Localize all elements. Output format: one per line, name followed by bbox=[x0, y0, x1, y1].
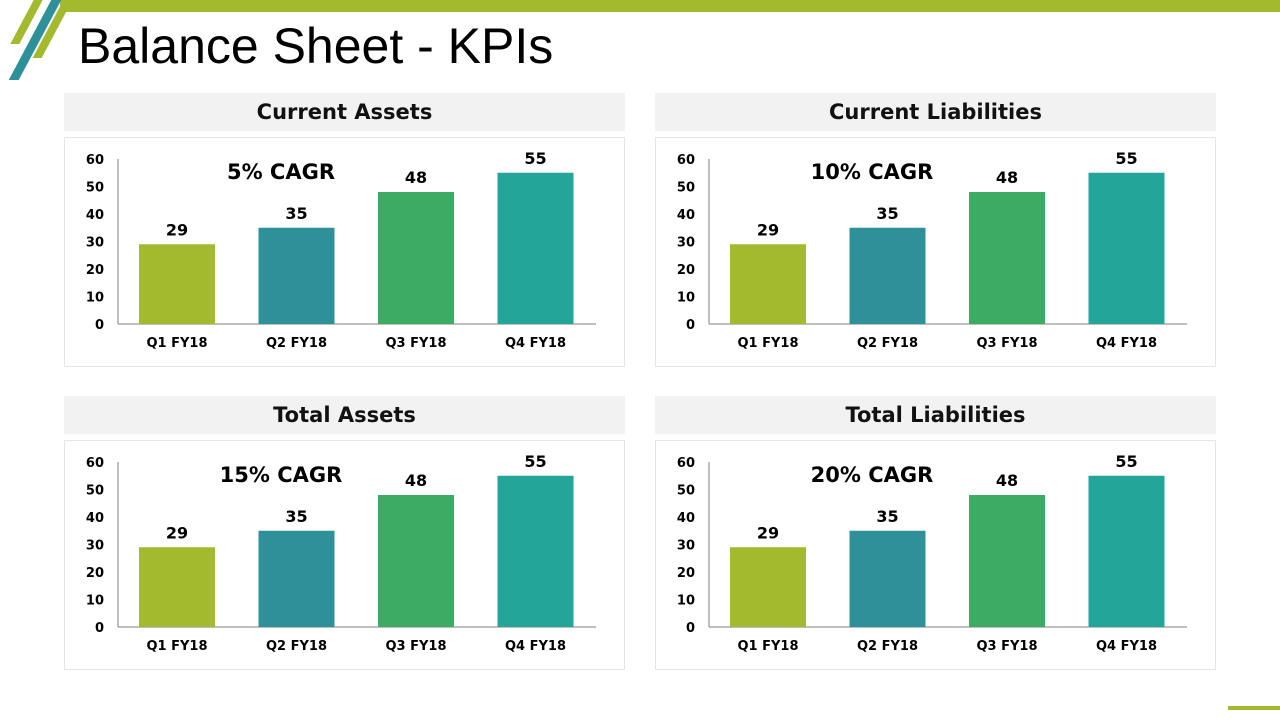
y-tick-label: 10 bbox=[86, 291, 104, 306]
panel-title: Current Liabilities bbox=[655, 93, 1216, 131]
y-tick-label: 40 bbox=[86, 208, 104, 223]
y-tick-label: 10 bbox=[677, 291, 695, 306]
x-tick-label: Q1 FY18 bbox=[737, 639, 798, 654]
y-tick-label: 30 bbox=[677, 236, 695, 251]
bar-chart: 0 10 20 30 40 50 60 29 Q1 FY18 35 Q2 FY18 48 Q3 FY18… bbox=[677, 149, 1187, 351]
chart-panel-total-liabilities: Total Liabilities 0 10 20 30 40 50 60 29 Q1 FY18… bbox=[655, 396, 1218, 673]
x-tick-label: Q4 FY18 bbox=[505, 639, 566, 654]
bar-chart: 0 10 20 30 40 50 60 29 Q1 FY18 35 Q2 FY18 48 Q3 FY18… bbox=[86, 452, 596, 654]
data-label: 55 bbox=[1115, 149, 1137, 168]
bar bbox=[378, 192, 454, 324]
bar bbox=[730, 244, 806, 324]
bar bbox=[258, 530, 335, 627]
x-tick-label: Q2 FY18 bbox=[857, 336, 918, 351]
x-tick-label: Q3 FY18 bbox=[385, 639, 446, 654]
bar bbox=[730, 547, 806, 627]
data-label: 35 bbox=[285, 507, 307, 526]
data-label: 35 bbox=[876, 204, 898, 223]
y-tick-label: 10 bbox=[86, 594, 104, 609]
bar bbox=[378, 495, 454, 627]
data-label: 55 bbox=[1115, 452, 1137, 471]
data-label: 29 bbox=[166, 523, 188, 542]
page-title: Balance Sheet - KPIs bbox=[78, 18, 554, 74]
data-label: 35 bbox=[285, 204, 307, 223]
y-tick-label: 0 bbox=[686, 621, 695, 636]
data-label: 48 bbox=[405, 471, 427, 490]
x-tick-label: Q1 FY18 bbox=[737, 336, 798, 351]
chart-panel-current-assets: Current Assets 0 10 20 30 40 50 60 29 Q1 FY18 35 Q… bbox=[64, 93, 627, 370]
y-tick-label: 40 bbox=[677, 511, 695, 526]
bar bbox=[969, 495, 1045, 627]
bar bbox=[1088, 172, 1165, 324]
data-label: 48 bbox=[996, 471, 1018, 490]
cagr-annotation: 10% CAGR bbox=[811, 160, 934, 184]
chart-panel-current-liabilities: Current Liabilities 0 10 20 30 40 50 60 29 Q1 FY… bbox=[655, 93, 1218, 370]
y-tick-label: 20 bbox=[86, 263, 104, 278]
bar bbox=[497, 475, 574, 627]
y-tick-label: 30 bbox=[86, 539, 104, 554]
chart-panel-total-assets: Total Assets 0 10 20 30 40 50 60 29 Q1 FY18 35 Q2 … bbox=[64, 396, 627, 673]
bar bbox=[258, 227, 335, 324]
x-tick-label: Q1 FY18 bbox=[146, 336, 207, 351]
y-tick-label: 20 bbox=[677, 263, 695, 278]
data-label: 29 bbox=[757, 523, 779, 542]
y-tick-label: 0 bbox=[95, 621, 104, 636]
bar bbox=[849, 530, 926, 627]
panel-title: Total Liabilities bbox=[655, 396, 1216, 434]
bar-chart: 0 10 20 30 40 50 60 29 Q1 FY18 35 Q2 FY18 48 Q3 FY18… bbox=[86, 149, 596, 351]
y-tick-label: 0 bbox=[686, 318, 695, 333]
y-tick-label: 30 bbox=[677, 539, 695, 554]
data-label: 29 bbox=[757, 220, 779, 239]
y-tick-label: 60 bbox=[86, 153, 104, 168]
y-tick-label: 50 bbox=[677, 181, 695, 196]
x-tick-label: Q3 FY18 bbox=[385, 336, 446, 351]
panel-frame bbox=[655, 440, 1216, 670]
y-tick-label: 50 bbox=[86, 181, 104, 196]
cagr-annotation: 20% CAGR bbox=[811, 463, 934, 487]
y-tick-label: 0 bbox=[95, 318, 104, 333]
data-label: 48 bbox=[405, 168, 427, 187]
y-tick-label: 40 bbox=[86, 511, 104, 526]
bar bbox=[497, 172, 574, 324]
y-tick-label: 20 bbox=[677, 566, 695, 581]
bar bbox=[1088, 475, 1165, 627]
x-tick-label: Q1 FY18 bbox=[146, 639, 207, 654]
panel-title: Current Assets bbox=[64, 93, 625, 131]
cagr-annotation: 15% CAGR bbox=[220, 463, 343, 487]
bottom-accent-bar bbox=[1228, 706, 1280, 710]
y-tick-label: 40 bbox=[677, 208, 695, 223]
x-tick-label: Q3 FY18 bbox=[976, 336, 1037, 351]
x-tick-label: Q4 FY18 bbox=[1096, 336, 1157, 351]
bar-chart: 0 10 20 30 40 50 60 29 Q1 FY18 35 Q2 FY18 48 Q3 FY18… bbox=[677, 452, 1187, 654]
panel-frame bbox=[655, 137, 1216, 367]
x-tick-label: Q4 FY18 bbox=[1096, 639, 1157, 654]
data-label: 35 bbox=[876, 507, 898, 526]
x-tick-label: Q2 FY18 bbox=[857, 639, 918, 654]
panel-title: Total Assets bbox=[64, 396, 625, 434]
data-label: 55 bbox=[524, 149, 546, 168]
bar bbox=[969, 192, 1045, 324]
panel-frame bbox=[64, 440, 625, 670]
cagr-annotation: 5% CAGR bbox=[227, 160, 335, 184]
y-tick-label: 60 bbox=[677, 456, 695, 471]
x-tick-label: Q2 FY18 bbox=[266, 336, 327, 351]
y-tick-label: 30 bbox=[86, 236, 104, 251]
y-tick-label: 60 bbox=[86, 456, 104, 471]
y-tick-label: 10 bbox=[677, 594, 695, 609]
data-label: 55 bbox=[524, 452, 546, 471]
x-tick-label: Q2 FY18 bbox=[266, 639, 327, 654]
x-tick-label: Q3 FY18 bbox=[976, 639, 1037, 654]
panel-frame bbox=[64, 137, 625, 367]
top-accent-bar bbox=[60, 0, 1280, 12]
y-tick-label: 20 bbox=[86, 566, 104, 581]
y-tick-label: 50 bbox=[86, 484, 104, 499]
bar bbox=[139, 244, 215, 324]
y-tick-label: 50 bbox=[677, 484, 695, 499]
bar bbox=[139, 547, 215, 627]
data-label: 48 bbox=[996, 168, 1018, 187]
data-label: 29 bbox=[166, 220, 188, 239]
bar bbox=[849, 227, 926, 324]
x-tick-label: Q4 FY18 bbox=[505, 336, 566, 351]
y-tick-label: 60 bbox=[677, 153, 695, 168]
